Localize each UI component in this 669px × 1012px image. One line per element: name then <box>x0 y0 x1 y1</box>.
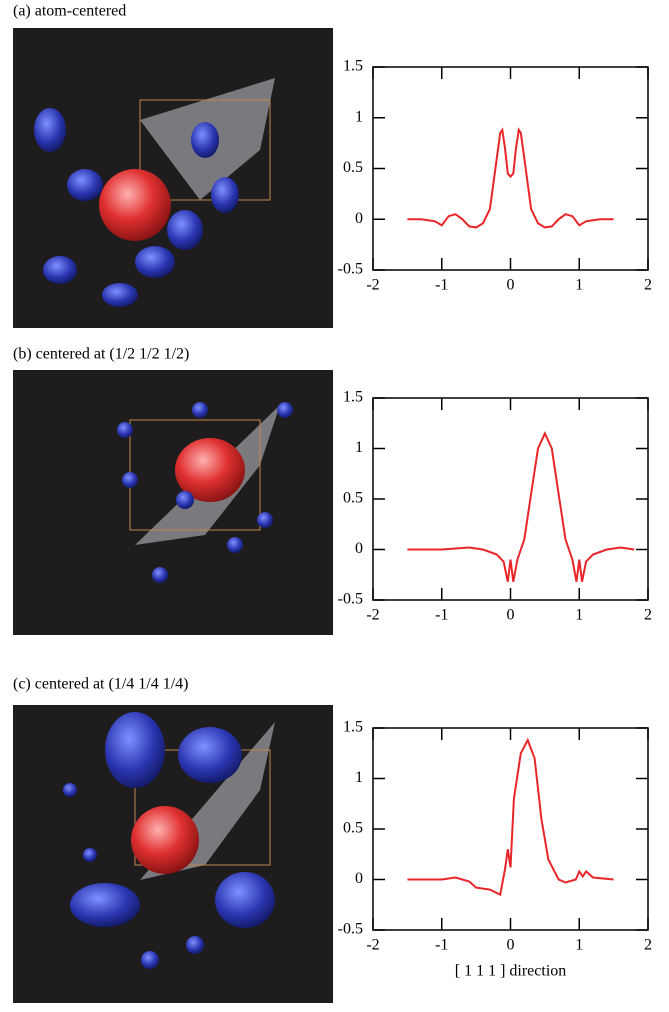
plot-frame <box>372 727 649 931</box>
y-tick-label: 1.5 <box>343 389 363 406</box>
y-tick-label: 1 <box>355 769 363 786</box>
rendering <box>13 28 333 328</box>
y-tick-label: 1.5 <box>343 719 363 736</box>
plot-frame <box>372 66 649 271</box>
plot-frame <box>372 397 649 601</box>
x-tick-label: 2 <box>644 607 652 624</box>
x-tick-label: -1 <box>435 277 448 294</box>
x-tick-label: 2 <box>644 937 652 954</box>
x-axis-label: [ 1 1 1 ] direction <box>455 963 567 980</box>
x-tick-label: 0 <box>507 607 515 624</box>
x-tick-label: 1 <box>575 607 583 624</box>
panel-caption: (a) atom-centered <box>13 3 126 20</box>
y-tick-label: 0 <box>355 870 363 887</box>
x-tick-label: -1 <box>435 607 448 624</box>
x-tick-label: 2 <box>644 277 652 294</box>
y-tick-label: 0.5 <box>343 490 363 507</box>
curve <box>407 127 614 229</box>
x-tick-label: -1 <box>435 937 448 954</box>
panel-caption: (b) centered at (1/2 1/2 1/2) <box>13 346 189 363</box>
rendering <box>13 705 333 1003</box>
y-tick-label: 0 <box>355 210 363 227</box>
x-tick-label: 0 <box>507 937 515 954</box>
panel-caption: (c) centered at (1/4 1/4 1/4) <box>13 676 188 693</box>
y-tick-label: 1 <box>355 108 363 125</box>
x-tick-label: 1 <box>575 937 583 954</box>
curve <box>407 430 635 583</box>
y-tick-label: 1.5 <box>343 58 363 75</box>
y-tick-label: 1 <box>355 439 363 456</box>
y-tick-label: -0.5 <box>338 261 363 278</box>
x-tick-label: -2 <box>366 607 379 624</box>
y-tick-label: 0 <box>355 540 363 557</box>
x-tick-label: -2 <box>366 277 379 294</box>
curve <box>407 737 614 897</box>
rendering <box>13 370 333 635</box>
x-tick-label: 0 <box>507 277 515 294</box>
y-tick-label: 0.5 <box>343 159 363 176</box>
x-tick-label: -2 <box>366 937 379 954</box>
y-tick-label: -0.5 <box>338 591 363 608</box>
x-tick-label: 1 <box>575 277 583 294</box>
y-tick-label: -0.5 <box>338 921 363 938</box>
y-tick-label: 0.5 <box>343 820 363 837</box>
